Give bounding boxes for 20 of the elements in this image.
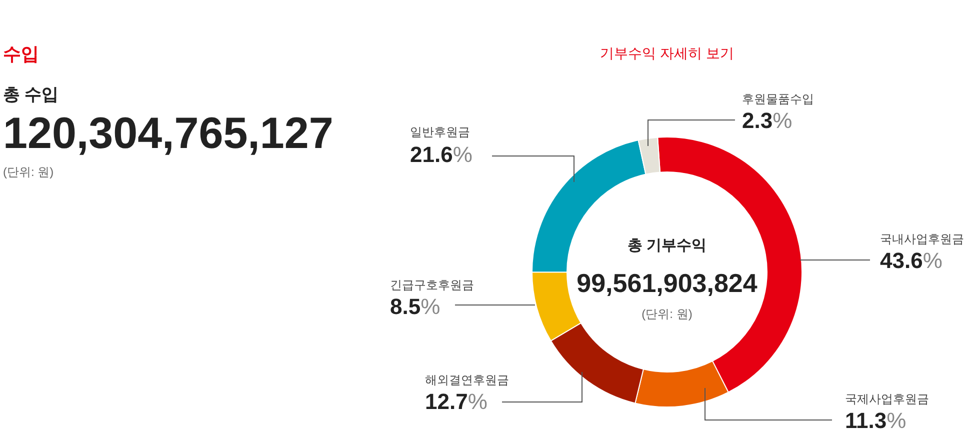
text: (단위: 원) (642, 307, 692, 321)
text: 수입 (3, 44, 39, 64)
slice-label: 일반후원금 (410, 125, 470, 139)
data-label: 21.6% (410, 142, 472, 167)
data-label: 2.3% (742, 108, 792, 133)
data-label: 43.6% (880, 248, 942, 273)
slice-label: 후원물품수입 (742, 92, 814, 106)
data-label: 12.7% (425, 389, 488, 414)
text: 99,561,903,824 (576, 268, 758, 298)
text: (단위: 원) (3, 165, 54, 179)
text: 총 수입 (3, 85, 59, 104)
text: 총 기부수익 (627, 237, 707, 254)
slice-label: 국내사업후원금 (880, 232, 964, 246)
data-label: 11.3% (845, 408, 906, 433)
text: 120,304,765,127 (3, 109, 334, 158)
slice-label: 국제사업후원금 (845, 392, 929, 406)
chart-title: 기부수익 자세히 보기 (600, 45, 734, 61)
slice-label: 해외결연후원금 (425, 373, 509, 387)
slice-label: 긴급구호후원금 (390, 278, 474, 292)
data-label: 8.5% (390, 294, 440, 319)
